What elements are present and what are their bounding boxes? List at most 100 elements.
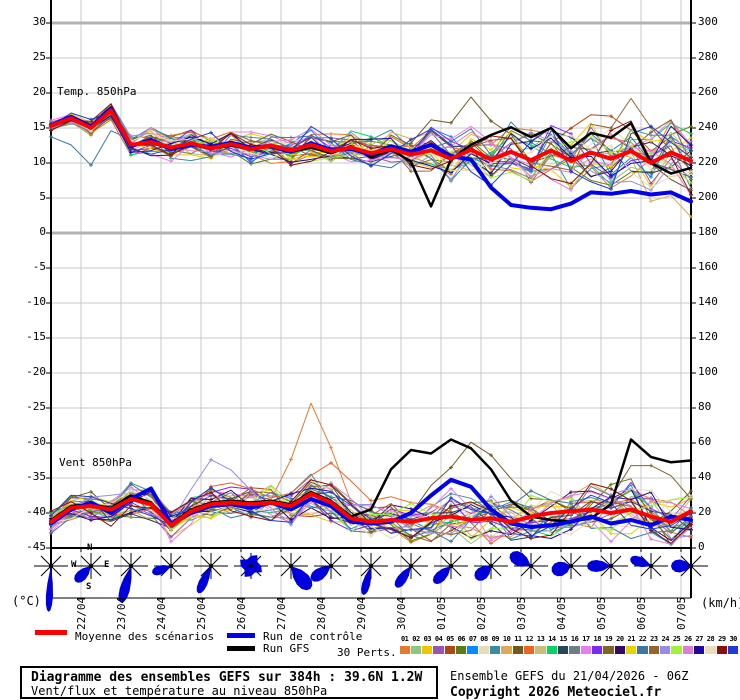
temp-axis-tick-label: -45: [26, 540, 46, 553]
wind-axis-tick-label: 280: [698, 50, 718, 63]
wind-axis-tick-label: 160: [698, 260, 718, 273]
pert-number: 06: [457, 635, 466, 643]
wind-axis-tick-label: 140: [698, 295, 718, 308]
pert-number: 25: [672, 635, 681, 643]
pert-cell: 28: [705, 635, 716, 654]
pert-number: 15: [559, 635, 568, 643]
pert-cell: 22: [637, 635, 648, 654]
temp-axis-tick-label: -35: [26, 470, 46, 483]
date-label: 23/04: [115, 596, 128, 630]
pert-cell: 15: [558, 635, 569, 654]
rose-center: [489, 564, 493, 568]
date-label: 29/04: [355, 596, 368, 630]
compass-s-label: S: [86, 582, 92, 592]
pert-swatch: [728, 646, 739, 654]
pert-swatch: [433, 646, 444, 654]
pert-number: 08: [480, 635, 488, 643]
pert-number: 01: [400, 635, 409, 643]
wind-rose-wedge: [45, 566, 53, 612]
pert-swatch: [490, 646, 501, 654]
date-label: 22/04: [75, 596, 88, 630]
wind-rose-wedge: [196, 566, 211, 594]
copyright: Copyright 2026 Meteociel.fr: [450, 685, 662, 700]
rose-center: [609, 564, 613, 568]
date-label: 30/04: [395, 596, 408, 630]
pert-swatch: [524, 646, 535, 654]
temp-axis-tick-label: 5: [39, 190, 46, 203]
wind-rose-wedge: [310, 566, 331, 582]
pert-number: 27: [695, 635, 703, 643]
pert-number: 14: [548, 635, 556, 643]
rose-center: [529, 564, 533, 568]
date-label: 07/05: [675, 596, 688, 630]
pert-swatch: [705, 646, 716, 654]
legend-control-swatch: [227, 633, 255, 638]
pert-number: 20: [616, 635, 624, 643]
pert-swatch: [558, 646, 569, 654]
date-label: 26/04: [235, 596, 248, 630]
pert-number: 05: [446, 635, 454, 643]
wind-rose-wedge: [474, 566, 491, 581]
pert-swatch: [456, 646, 467, 654]
pert-number: 13: [536, 635, 545, 643]
date-label: 06/05: [635, 596, 648, 630]
temp-axis-tick-label: -25: [26, 400, 46, 413]
rose-center: [89, 564, 93, 568]
temp-axis-tick-label: 30: [32, 15, 46, 28]
pert-number: 11: [514, 635, 522, 643]
pert-cell: 06: [456, 635, 467, 654]
pert-swatch: [671, 646, 682, 654]
pert-cell: 19: [603, 635, 614, 654]
pert-swatch: [478, 646, 490, 654]
date-label: 25/04: [195, 596, 208, 630]
wind-axis-tick-label: 20: [698, 505, 712, 518]
wind-axis-tick-label: 100: [698, 365, 718, 378]
temp-axis-tick-label: 20: [32, 85, 46, 98]
pert-cell: 26: [682, 635, 694, 654]
pert-number: 30: [729, 635, 737, 643]
compass-w-label: W: [71, 560, 77, 570]
rose-center: [169, 564, 173, 568]
rose-center: [49, 564, 53, 568]
legend-control-label: Run de contrôle: [263, 630, 363, 643]
wind-axis-tick-label: 40: [698, 470, 712, 483]
legend-mean-swatch: [35, 630, 67, 635]
pert-cell: 09: [490, 635, 501, 654]
wind-rose-wedge: [291, 566, 313, 591]
pert-swatch: [399, 646, 410, 654]
pert-cell: 17: [580, 635, 592, 654]
rose-center: [289, 564, 293, 568]
diagram-title: Diagramme des ensembles GEFS sur 384h : …: [31, 670, 423, 685]
pert-number: 29: [718, 635, 726, 643]
pert-swatch: [648, 646, 660, 654]
wind-rose-wedge: [509, 551, 531, 567]
temp-axis-tick-label: -40: [26, 505, 46, 518]
date-label: 28/04: [315, 596, 328, 630]
rose-center: [249, 564, 253, 568]
pert-cell: 03: [422, 635, 433, 654]
pert-swatch: [535, 646, 546, 654]
pert-number: 02: [412, 635, 420, 643]
wind-rose-wedge: [152, 565, 171, 576]
pert-number: 28: [706, 635, 715, 643]
pert-swatch: [682, 646, 694, 654]
pert-number: 17: [582, 635, 590, 643]
right-axis-unit: (km/h): [701, 596, 740, 610]
pert-cell: 25: [671, 635, 682, 654]
pert-cell: 14: [546, 635, 558, 654]
wind-rose-wedge: [394, 566, 411, 588]
rose-center: [369, 564, 373, 568]
pert-number: 23: [650, 635, 658, 643]
pert-cell: 04: [433, 635, 444, 654]
date-label: 03/05: [515, 596, 528, 630]
pert-swatch: [694, 646, 705, 654]
pert-cell: 07: [467, 635, 478, 654]
pert-number: 10: [502, 635, 511, 643]
pert-swatch: [467, 646, 478, 654]
wind-rose-wedge: [432, 566, 451, 585]
pert-cell: 29: [716, 635, 728, 654]
pert-number: 18: [593, 635, 602, 643]
wind-axis-tick-label: 200: [698, 190, 718, 203]
rose-center: [329, 564, 333, 568]
